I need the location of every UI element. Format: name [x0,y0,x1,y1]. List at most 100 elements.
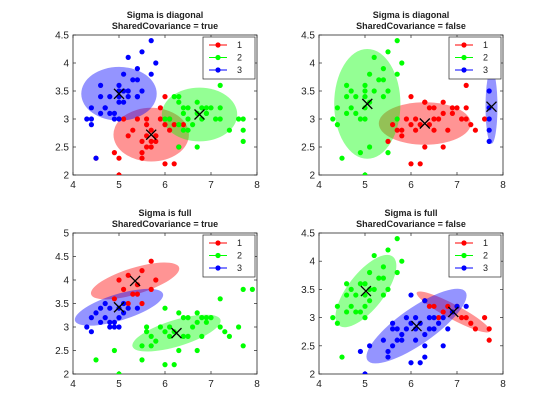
point-1 [148,144,154,150]
point-1 [408,161,414,167]
point-2 [367,144,373,150]
point-3 [116,324,122,330]
legend-marker-3 [215,67,221,73]
point-3 [399,337,405,343]
point-3 [440,343,446,349]
legend-label-2: 2 [483,53,488,63]
legend-label-3: 3 [237,263,242,273]
legend-label-1: 1 [483,40,488,50]
point-3 [390,326,396,332]
point-1 [399,127,405,133]
point-2 [240,138,246,144]
point-3 [403,326,409,332]
point-2 [344,292,350,298]
point-2 [217,82,223,88]
point-1 [144,116,150,122]
point-2 [380,264,386,270]
point-2 [139,343,145,349]
point-3 [436,320,442,326]
point-2 [180,315,186,321]
point-3 [134,77,140,83]
point-2 [236,324,242,330]
point-2 [203,315,209,321]
point-1 [413,116,419,122]
point-2 [208,315,214,321]
point-3 [134,94,140,100]
point-2 [330,315,336,321]
point-3 [486,88,492,94]
point-3 [426,315,432,321]
point-2 [162,329,168,335]
point-3 [426,326,432,332]
point-1 [139,300,145,307]
point-1 [148,138,154,144]
y-tick-label: 3 [63,115,69,126]
point-2 [167,333,173,339]
point-2 [240,116,246,122]
point-1 [399,133,405,139]
point-1 [482,116,488,122]
point-2 [334,122,340,128]
point-2 [203,319,209,325]
point-2 [167,324,173,330]
legend: 1 2 3 [448,234,502,278]
point-3 [107,305,113,311]
legend-label-3: 3 [483,263,488,273]
point-3 [125,305,131,311]
point-1 [134,116,140,122]
point-2 [367,298,373,304]
point-1 [180,122,186,128]
center-marker-3 [113,301,125,313]
point-3 [431,315,437,321]
point-1 [157,105,163,111]
point-1 [162,161,168,167]
point-1 [130,127,136,133]
point-1 [463,105,469,111]
point-2 [148,333,154,339]
point-2 [217,105,223,111]
point-3 [98,94,104,100]
panel-title: Sigma is diagonal [373,10,450,20]
point-3 [422,354,428,360]
point-2 [185,333,191,339]
x-tick-label: 6 [408,379,414,390]
x-tick-label: 4 [70,379,76,390]
point-2 [240,343,246,349]
point-1 [130,291,136,297]
point-2 [199,315,205,321]
point-2 [344,281,350,287]
legend-label-2: 2 [237,53,242,63]
point-1 [431,116,437,122]
center-marker-1 [447,306,459,318]
point-3 [139,49,145,55]
point-1 [162,122,168,128]
point-3 [390,320,396,326]
point-2 [362,105,368,111]
legend-marker-2 [461,54,467,61]
point-1 [468,122,474,128]
x-tick-label: 4 [316,379,322,390]
point-1 [134,291,140,297]
legend-marker-2 [215,252,221,259]
point-3 [125,54,131,61]
point-1 [111,150,117,156]
center-marker-2 [360,285,372,297]
point-2 [180,127,186,133]
point-3 [107,94,113,100]
legend-marker-1 [215,42,221,48]
point-3 [88,122,94,128]
point-3 [357,348,363,355]
legend-marker-3 [215,265,221,271]
x-tick-label: 8 [254,379,260,390]
point-1 [431,303,437,309]
x-tick-label: 7 [454,180,460,191]
point-2 [353,110,359,116]
panel-title: SharedCovariance = true [112,219,218,229]
point-3 [116,99,122,105]
point-2 [362,303,368,309]
x-tick-label: 5 [362,379,368,390]
point-2 [371,252,377,259]
y-tick-label: 2 [309,171,315,182]
point-3 [431,326,437,332]
